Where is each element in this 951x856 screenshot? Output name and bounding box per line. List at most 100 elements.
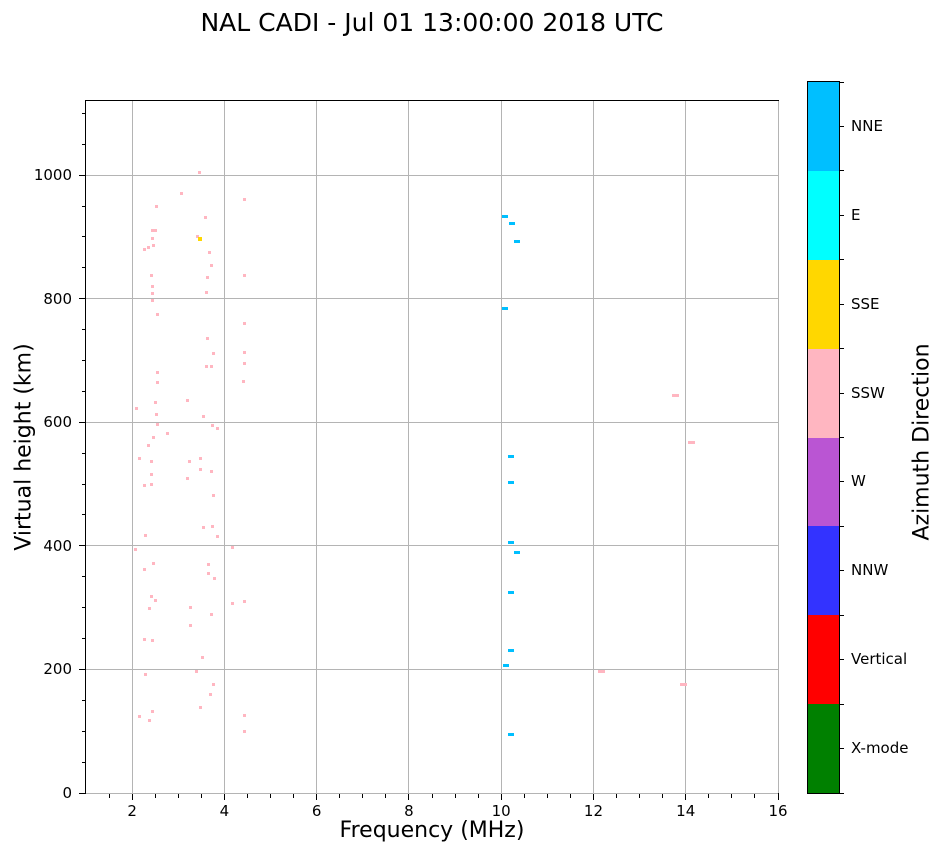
data-point-NNE-echoes xyxy=(513,550,520,554)
data-point-SSW-echoes xyxy=(211,683,215,687)
y-minor-tick-850 xyxy=(81,267,85,269)
x-tick-label-6: 6 xyxy=(311,802,322,820)
data-point-SSW-echoes xyxy=(148,719,152,723)
data-point-SSW-echoes xyxy=(151,299,155,303)
data-point-SSW-echoes xyxy=(150,284,154,288)
data-point-SSW-echoes xyxy=(156,422,160,426)
colorbar-label-NNW: NNW xyxy=(851,561,889,580)
data-point-SSW-echoes xyxy=(189,624,193,628)
data-point-SSW-echoes xyxy=(205,291,209,295)
data-point-SSW-echoes xyxy=(209,264,213,268)
data-point-SSW-echoes xyxy=(187,459,191,463)
data-point-SSW-echoes xyxy=(202,526,206,530)
y-tick-label-800: 800 xyxy=(43,289,72,308)
data-point-SSW-echoes xyxy=(242,362,246,366)
colorbar-tick-E xyxy=(840,214,844,216)
data-point-SSW-echoes xyxy=(206,276,210,280)
x-minor-tick-14.5 xyxy=(708,794,710,798)
y-tick-label-200: 200 xyxy=(43,660,72,679)
gridline-x-8 xyxy=(408,101,410,793)
data-point-SSW-echoes xyxy=(150,473,154,477)
data-point-SSW-echoes xyxy=(243,714,247,718)
data-point-SSW-echoes xyxy=(142,638,146,642)
data-point-SSW-echoes xyxy=(208,692,212,696)
data-point-SSW-echoes xyxy=(211,423,215,427)
colorbar-boundary-tick-1 xyxy=(840,170,844,172)
y-minor-tick-350 xyxy=(81,576,85,578)
data-point-SSW-echoes xyxy=(142,483,146,487)
data-point-SSW-echoes xyxy=(179,192,183,196)
data-point-SSW-echoes xyxy=(153,598,157,602)
data-point-SSW-echoes xyxy=(231,546,235,550)
gridline-x-14 xyxy=(685,101,687,793)
colorbar-boundary-tick-2 xyxy=(840,259,844,261)
gridline-y-400 xyxy=(86,545,778,547)
data-point-SSW-echoes xyxy=(154,401,158,404)
colorbar xyxy=(807,81,840,794)
x-major-tick-16 xyxy=(777,794,779,800)
colorbar-segment-NNW xyxy=(808,526,839,616)
x-minor-tick-13.5 xyxy=(662,794,664,798)
data-point-SSW-echoes xyxy=(154,229,158,233)
data-point-SSW-echoes xyxy=(185,399,189,403)
data-point-SSW-echoes xyxy=(155,205,159,209)
colorbar-label-NNE: NNE xyxy=(851,116,883,135)
y-minor-tick-250 xyxy=(81,638,85,640)
y-minor-tick-450 xyxy=(81,514,85,516)
gridline-x-6 xyxy=(316,101,318,793)
x-minor-tick-9 xyxy=(454,794,456,798)
colorbar-boundary-tick-8 xyxy=(840,792,844,794)
x-tick-label-14: 14 xyxy=(676,802,696,820)
data-point-SSW-dashes xyxy=(672,393,680,397)
colorbar-segment-SSE xyxy=(808,259,839,349)
y-major-tick-800 xyxy=(79,298,85,300)
colorbar-tick-X-mode xyxy=(840,748,844,750)
x-tick-label-10: 10 xyxy=(491,802,511,820)
data-point-SSW-echoes xyxy=(211,351,215,355)
data-point-SSW-dashes xyxy=(680,683,688,687)
x-major-tick-10 xyxy=(500,794,502,800)
data-point-SSW-echoes xyxy=(152,561,156,565)
y-tick-label-400: 400 xyxy=(43,536,72,555)
colorbar-tick-NNE xyxy=(840,125,844,127)
colorbar-boundary-tick-7 xyxy=(840,703,844,705)
x-major-tick-6 xyxy=(316,794,318,800)
data-point-SSW-echoes xyxy=(155,370,159,374)
x-minor-tick-7 xyxy=(362,794,364,798)
data-point-SSW-echoes xyxy=(150,291,154,295)
y-major-tick-0 xyxy=(79,792,85,794)
gridline-y-200 xyxy=(86,668,778,670)
y-major-tick-200 xyxy=(79,668,85,670)
x-tick-label-2: 2 xyxy=(127,802,137,820)
data-point-SSW-echoes xyxy=(242,274,246,278)
data-point-SSW-echoes xyxy=(134,407,138,411)
data-point-SSW-echoes xyxy=(150,273,153,277)
data-point-SSW-echoes xyxy=(138,714,141,718)
data-point-SSW-echoes xyxy=(147,245,151,249)
data-point-NNE-echoes xyxy=(508,455,515,459)
y-minor-tick-700 xyxy=(81,360,85,361)
y-minor-tick-50 xyxy=(81,761,85,763)
y-major-tick-400 xyxy=(79,545,85,547)
colorbar-tick-NNW xyxy=(840,570,844,572)
colorbar-segment-X-mode xyxy=(808,704,839,793)
data-point-SSW-echoes xyxy=(242,350,246,354)
data-point-NNE-echoes xyxy=(501,307,508,311)
data-point-SSW-echoes xyxy=(152,436,156,440)
gridline-y-800 xyxy=(86,298,778,300)
y-tick-label-1000: 1000 xyxy=(33,166,72,185)
x-minor-tick-6.5 xyxy=(339,794,341,798)
chart-title: NAL CADI - Jul 01 13:00:00 2018 UTC xyxy=(200,8,664,37)
data-point-SSW-echoes xyxy=(208,251,212,255)
x-tick-label-8: 8 xyxy=(404,802,414,820)
data-point-SSW-echoes xyxy=(204,215,208,219)
data-point-SSW-echoes xyxy=(199,467,203,471)
y-minor-tick-650 xyxy=(81,390,85,392)
data-point-SSW-echoes xyxy=(142,567,146,571)
data-point-SSW-echoes xyxy=(195,235,199,239)
data-point-NNE-echoes xyxy=(503,663,510,667)
data-point-NNE-echoes xyxy=(508,221,515,225)
y-minor-tick-950 xyxy=(81,205,85,207)
data-point-SSW-echoes xyxy=(231,602,235,606)
data-point-SSW-echoes xyxy=(212,577,216,581)
